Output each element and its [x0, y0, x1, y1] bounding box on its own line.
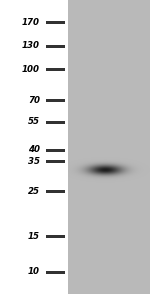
Text: 35: 35 [28, 157, 40, 166]
Text: 10: 10 [28, 267, 40, 276]
Text: 15: 15 [28, 231, 40, 240]
Text: 130: 130 [22, 41, 40, 50]
Text: 25: 25 [28, 186, 40, 196]
Text: 100: 100 [22, 64, 40, 74]
Text: 70: 70 [28, 96, 40, 105]
Text: 40: 40 [28, 145, 40, 154]
Text: 170: 170 [22, 18, 40, 27]
Text: 55: 55 [28, 117, 40, 126]
